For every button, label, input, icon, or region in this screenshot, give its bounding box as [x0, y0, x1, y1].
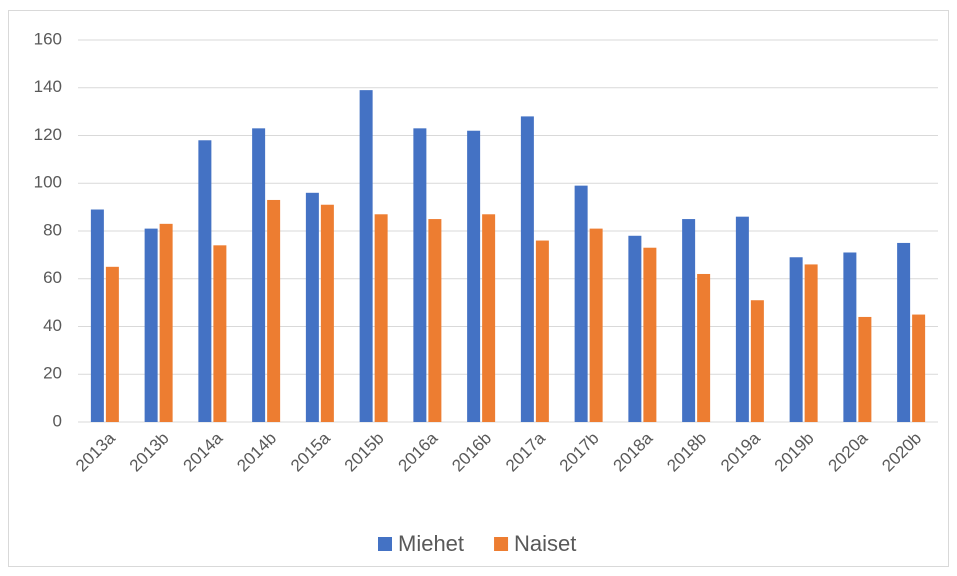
bar — [804, 264, 818, 422]
y-tick-label: 40 — [43, 316, 62, 335]
legend-label: Naiset — [514, 531, 576, 556]
bar — [198, 140, 212, 422]
bar — [159, 223, 173, 422]
bar — [520, 116, 534, 423]
y-tick-label: 60 — [43, 268, 62, 287]
legend-swatch — [494, 537, 509, 551]
y-tick-label: 20 — [43, 364, 62, 383]
bar — [213, 245, 227, 422]
bar — [252, 128, 266, 422]
y-tick-label: 0 — [53, 411, 62, 430]
bar — [413, 128, 427, 422]
bar — [750, 300, 764, 422]
bar — [843, 252, 857, 422]
bar — [467, 130, 481, 422]
y-tick-label: 80 — [43, 220, 62, 239]
bar — [144, 228, 158, 422]
bar — [374, 214, 388, 422]
bar — [267, 199, 281, 422]
bar — [858, 316, 872, 422]
bar — [482, 214, 496, 422]
y-tick-label: 160 — [34, 29, 62, 48]
bar — [589, 228, 603, 422]
bar — [628, 235, 642, 422]
bar — [735, 216, 749, 422]
bar — [105, 266, 119, 422]
bar — [789, 257, 803, 422]
bar — [90, 209, 104, 422]
bar — [428, 219, 442, 422]
y-tick-label: 100 — [34, 173, 62, 192]
bar — [320, 204, 334, 422]
legend-swatch — [378, 537, 392, 551]
bar — [897, 242, 911, 422]
bar — [682, 219, 696, 422]
bar — [535, 240, 549, 422]
y-tick-label: 140 — [34, 77, 62, 96]
bar — [912, 314, 926, 422]
y-tick-label: 120 — [34, 125, 62, 144]
bar — [574, 185, 588, 422]
bar — [359, 90, 373, 422]
bar — [697, 273, 711, 422]
bar — [643, 247, 657, 422]
bar — [305, 192, 319, 422]
legend-label: Miehet — [398, 531, 464, 556]
